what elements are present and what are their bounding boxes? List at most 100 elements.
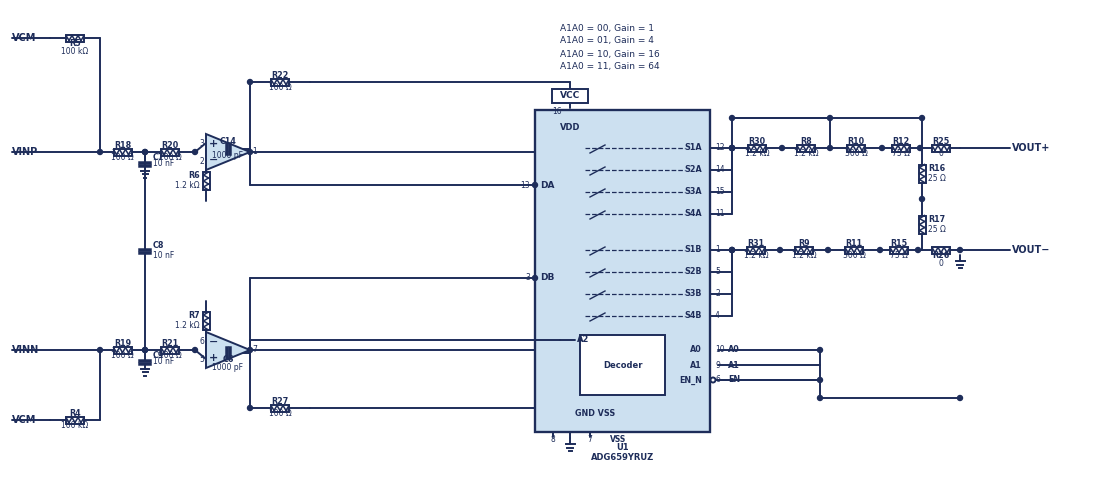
Text: +: + (209, 139, 219, 149)
Bar (114, 347, 131, 353)
Text: 25 Ω: 25 Ω (929, 174, 946, 183)
Text: 6: 6 (199, 336, 204, 346)
Text: R4: R4 (69, 410, 81, 418)
Circle shape (729, 247, 735, 253)
Bar (66, 416, 84, 424)
Circle shape (826, 247, 830, 253)
Text: S4A: S4A (684, 210, 702, 218)
Text: A1A0 = 10, Gain = 16: A1A0 = 10, Gain = 16 (560, 50, 660, 58)
Circle shape (729, 247, 735, 253)
Circle shape (818, 377, 822, 383)
Circle shape (828, 146, 832, 150)
Text: VCM: VCM (12, 33, 36, 43)
Text: A1A0 = 00, Gain = 1: A1A0 = 00, Gain = 1 (560, 24, 654, 32)
Text: 100 Ω: 100 Ω (111, 351, 134, 361)
Text: 1.2 kΩ: 1.2 kΩ (792, 252, 816, 260)
Text: VINP: VINP (12, 147, 38, 157)
Text: R21: R21 (161, 339, 178, 348)
Circle shape (247, 405, 253, 411)
Circle shape (915, 247, 921, 253)
Circle shape (532, 276, 538, 281)
Text: +: + (209, 353, 219, 363)
Text: 3: 3 (199, 138, 204, 147)
Text: 6: 6 (715, 375, 719, 385)
Text: S3A: S3A (684, 187, 702, 197)
Text: C8: C8 (153, 241, 164, 251)
Circle shape (247, 149, 253, 155)
Text: S1B: S1B (684, 245, 702, 254)
Text: 1000 pF: 1000 pF (212, 151, 243, 161)
Text: S3B: S3B (684, 290, 702, 298)
Text: S2A: S2A (684, 165, 702, 174)
Circle shape (780, 146, 784, 150)
Text: 100 kΩ: 100 kΩ (61, 421, 89, 430)
Text: EN: EN (728, 375, 740, 385)
Circle shape (247, 348, 253, 352)
Text: 100 Ω: 100 Ω (159, 153, 182, 162)
Text: 1.2 kΩ: 1.2 kΩ (175, 182, 199, 190)
Text: 13: 13 (520, 180, 530, 189)
Circle shape (532, 183, 538, 187)
Text: R5: R5 (69, 40, 81, 49)
Text: S1A: S1A (684, 144, 702, 152)
Circle shape (247, 80, 253, 84)
Text: R11: R11 (845, 240, 863, 249)
Circle shape (729, 116, 735, 120)
Circle shape (877, 247, 883, 253)
Text: VSS: VSS (610, 436, 626, 444)
Bar (890, 246, 908, 254)
Text: DB: DB (540, 273, 554, 282)
Bar (748, 145, 766, 151)
Bar (203, 172, 209, 190)
Text: R12: R12 (892, 137, 910, 147)
Text: A1: A1 (728, 361, 740, 370)
Text: 75 Ω: 75 Ω (890, 252, 908, 260)
Text: R10: R10 (848, 137, 865, 147)
Text: R17: R17 (929, 215, 946, 224)
Text: VINN: VINN (12, 345, 39, 355)
Bar (848, 145, 865, 151)
Text: 10: 10 (715, 346, 725, 354)
Text: 75 Ω: 75 Ω (892, 149, 910, 159)
Text: C7: C7 (153, 152, 164, 161)
Bar (932, 246, 950, 254)
Bar (845, 246, 863, 254)
Text: 1: 1 (715, 245, 719, 254)
Circle shape (142, 149, 148, 155)
Text: A1A0 = 01, Gain = 4: A1A0 = 01, Gain = 4 (560, 37, 654, 45)
Text: 100 Ω: 100 Ω (159, 351, 182, 361)
Text: C14: C14 (220, 137, 237, 147)
Bar (747, 246, 765, 254)
Text: 1.2 kΩ: 1.2 kΩ (744, 252, 769, 260)
Bar (892, 145, 910, 151)
Text: 0: 0 (938, 149, 944, 159)
Text: 10 nF: 10 nF (153, 358, 174, 366)
Circle shape (193, 149, 197, 155)
Circle shape (711, 377, 715, 383)
Text: 100 Ω: 100 Ω (268, 410, 291, 418)
Text: R19: R19 (114, 339, 131, 348)
Text: 100 kΩ: 100 kΩ (61, 46, 89, 55)
Text: A2: A2 (577, 335, 589, 345)
Text: 4: 4 (715, 311, 719, 321)
Text: 5: 5 (199, 354, 204, 363)
Circle shape (729, 247, 735, 253)
Circle shape (729, 146, 735, 150)
Text: C9: C9 (153, 350, 164, 360)
Bar (270, 79, 289, 85)
Circle shape (818, 348, 822, 352)
Text: GND VSS: GND VSS (575, 410, 615, 418)
Text: 300 Ω: 300 Ω (844, 149, 867, 159)
Circle shape (957, 396, 963, 401)
Text: S2B: S2B (684, 268, 702, 277)
Text: 10 nF: 10 nF (153, 252, 174, 260)
Circle shape (918, 146, 922, 150)
Text: R15: R15 (890, 240, 908, 249)
Bar (161, 148, 178, 156)
Text: EN_N: EN_N (679, 375, 702, 385)
Text: VCM: VCM (12, 415, 36, 425)
Polygon shape (206, 134, 250, 170)
Circle shape (142, 348, 148, 352)
Text: R9: R9 (798, 240, 810, 249)
Circle shape (920, 116, 924, 120)
